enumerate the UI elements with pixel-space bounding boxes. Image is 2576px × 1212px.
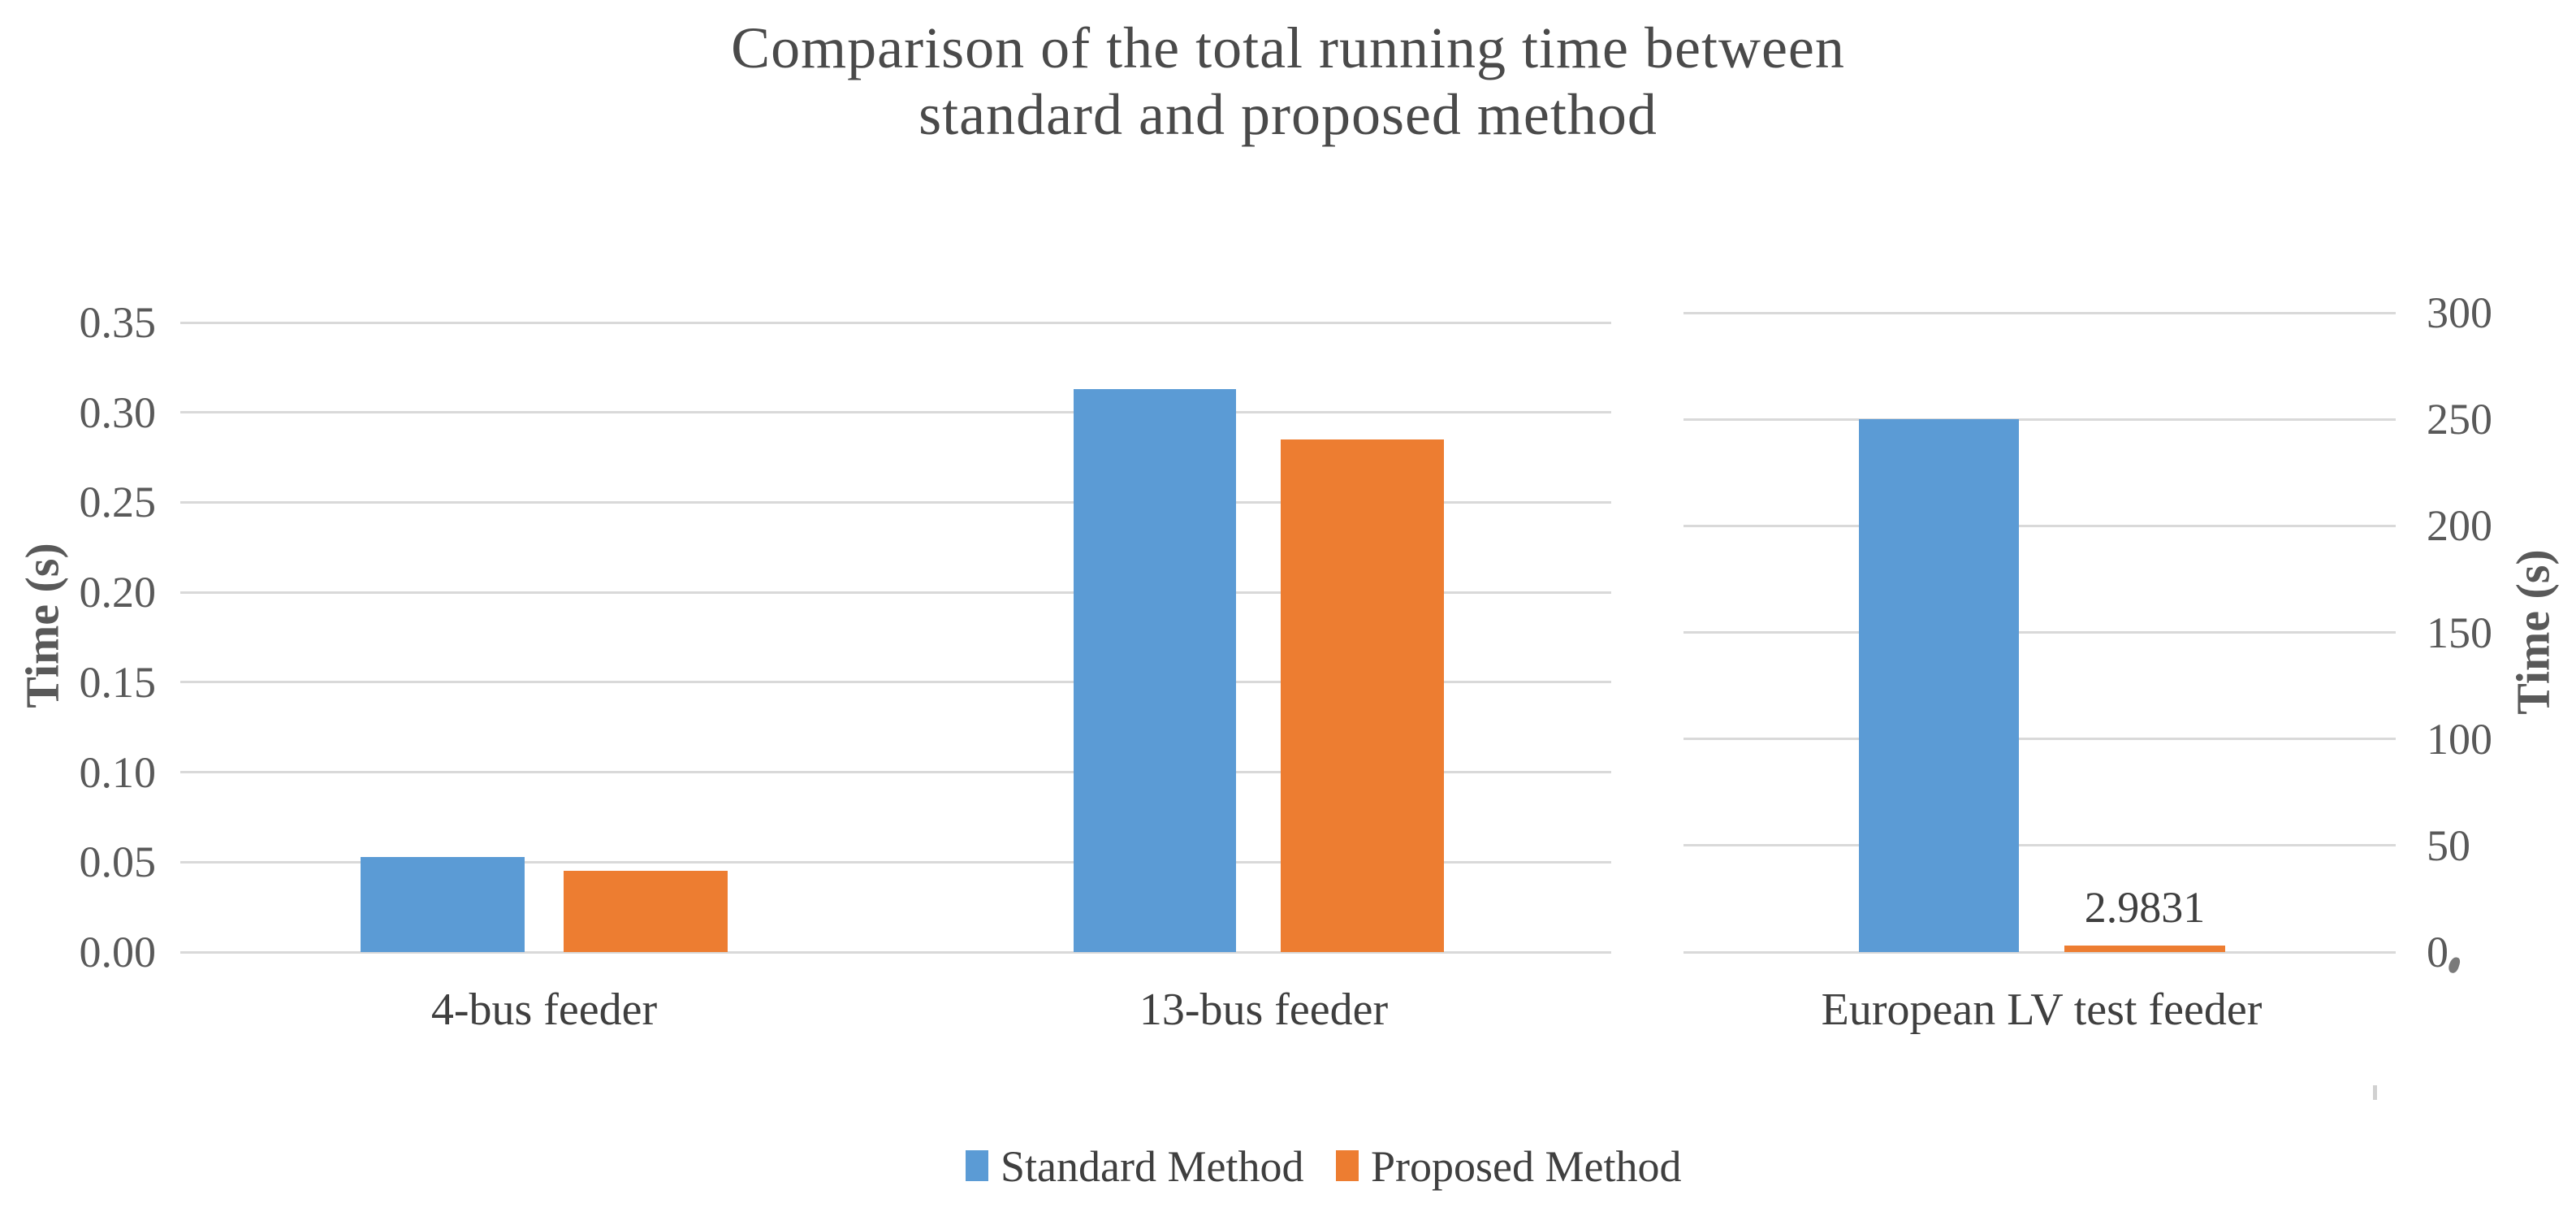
y-tick-label: 0.20 (79, 568, 157, 617)
legend-swatch-proposed-method (1336, 1150, 1359, 1181)
y-tick-label: 0.00 (79, 928, 157, 976)
y-tick-label: 50 (2427, 820, 2470, 870)
y-tick-label: 0.05 (79, 838, 157, 887)
y-tick-label: 0.10 (79, 747, 157, 797)
y-tick-label: 0.25 (79, 478, 157, 527)
legend-label-proposed-method: Proposed Method (1371, 1142, 1682, 1191)
gridline (180, 321, 1611, 324)
bar-proposed-method (564, 871, 728, 952)
y-tick-label: 100 (2427, 714, 2492, 764)
gridline (1683, 418, 2396, 421)
chart-title: Comparison of the total running time bet… (0, 15, 2576, 148)
y-tick-label: 0.35 (79, 298, 157, 347)
legend-swatch-standard-method (966, 1150, 988, 1181)
bar-proposed-method (2064, 946, 2225, 952)
y-tick-label: 300 (2427, 288, 2492, 337)
chart-title-line2: standard and proposed method (918, 82, 1658, 147)
y-tick-label: 0.30 (79, 387, 157, 437)
bar-proposed-method (1281, 439, 1444, 952)
bar-standard-method (1859, 419, 2019, 952)
bar-value-label: 2.9831 (2084, 883, 2206, 932)
y-tick-label: 250 (2427, 395, 2492, 444)
legend-label-standard-method: Standard Method (1001, 1142, 1304, 1191)
gridline (1683, 631, 2396, 634)
gridline (180, 411, 1611, 414)
gridline (180, 500, 1611, 504)
y-tick-label: 0.15 (79, 657, 157, 707)
legend: Standard Method Proposed Method (0, 1144, 2576, 1193)
y-tick-label: 0 (2427, 928, 2448, 976)
gridline (180, 681, 1611, 684)
gridline (1683, 524, 2396, 527)
gridline (180, 950, 1611, 954)
gridline (180, 860, 1611, 864)
gridline (1683, 844, 2396, 847)
y-tick-label: 200 (2427, 501, 2492, 551)
bar-standard-method (361, 857, 525, 952)
category-label: 4-bus feeder (430, 985, 658, 1035)
scan-artifact (2373, 1085, 2377, 1100)
category-label: European LV test feeder (1821, 985, 2263, 1035)
bar-standard-method (1074, 389, 1236, 952)
gridline (1683, 738, 2396, 741)
y-tick-label: 150 (2427, 608, 2492, 657)
gridline (180, 771, 1611, 774)
gridline (180, 591, 1611, 594)
gridline (1683, 311, 2396, 314)
gridline (1683, 950, 2396, 954)
category-label: 13-bus feeder (1139, 985, 1389, 1035)
chart-title-line1: Comparison of the total running time bet… (731, 15, 1845, 80)
